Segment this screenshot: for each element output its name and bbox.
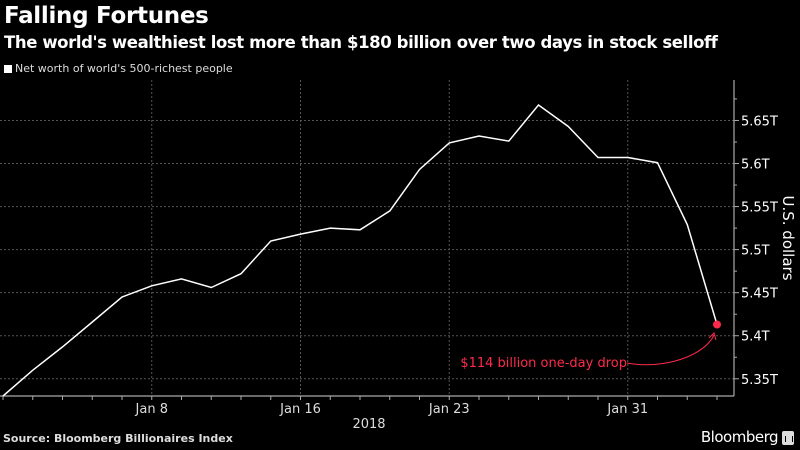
chart-subtitle: The world's wealthiest lost more than $1… bbox=[4, 33, 718, 52]
x-tick-label: Jan 16 bbox=[279, 402, 321, 417]
y-tick-label: 5.65T bbox=[741, 114, 778, 129]
bloomberg-terminal-icon bbox=[782, 431, 794, 445]
chart-title: Falling Fortunes bbox=[4, 3, 209, 29]
annotation-arrow bbox=[626, 332, 717, 366]
y-axis-label: U.S. dollars bbox=[779, 195, 797, 280]
x-tick-label: Jan 23 bbox=[428, 402, 470, 417]
grid bbox=[0, 80, 734, 396]
legend-swatch bbox=[4, 64, 12, 73]
y-tick-label: 5.45T bbox=[741, 287, 778, 302]
x-axis-label: 2018 bbox=[352, 417, 385, 432]
x-tick-label: Jan 8 bbox=[135, 402, 168, 417]
brand-logo: Bloomberg bbox=[700, 428, 779, 446]
highlight-point bbox=[713, 320, 721, 329]
source-note: Source: Bloomberg Billionaires Index bbox=[3, 432, 233, 445]
y-tick-label: 5.6T bbox=[741, 158, 770, 173]
y-tick-label: 5.55T bbox=[741, 201, 778, 216]
series-line bbox=[2, 103, 718, 397]
y-tick-label: 5.4T bbox=[741, 330, 770, 345]
y-tick-label: 5.35T bbox=[741, 373, 778, 388]
legend-label: Net worth of world's 500-richest people bbox=[15, 62, 233, 75]
annotation-text: $114 billion one-day drop bbox=[460, 356, 627, 371]
x-tick-label: Jan 31 bbox=[606, 402, 648, 417]
axes: 5.35T 5.4T 5.45T 5.5T 5.55T 5.6T 5.65T Jan 8 Jan… bbox=[0, 80, 778, 417]
legend: Net worth of world's 500-richest people bbox=[4, 62, 233, 75]
y-tick-label: 5.5T bbox=[741, 244, 770, 259]
